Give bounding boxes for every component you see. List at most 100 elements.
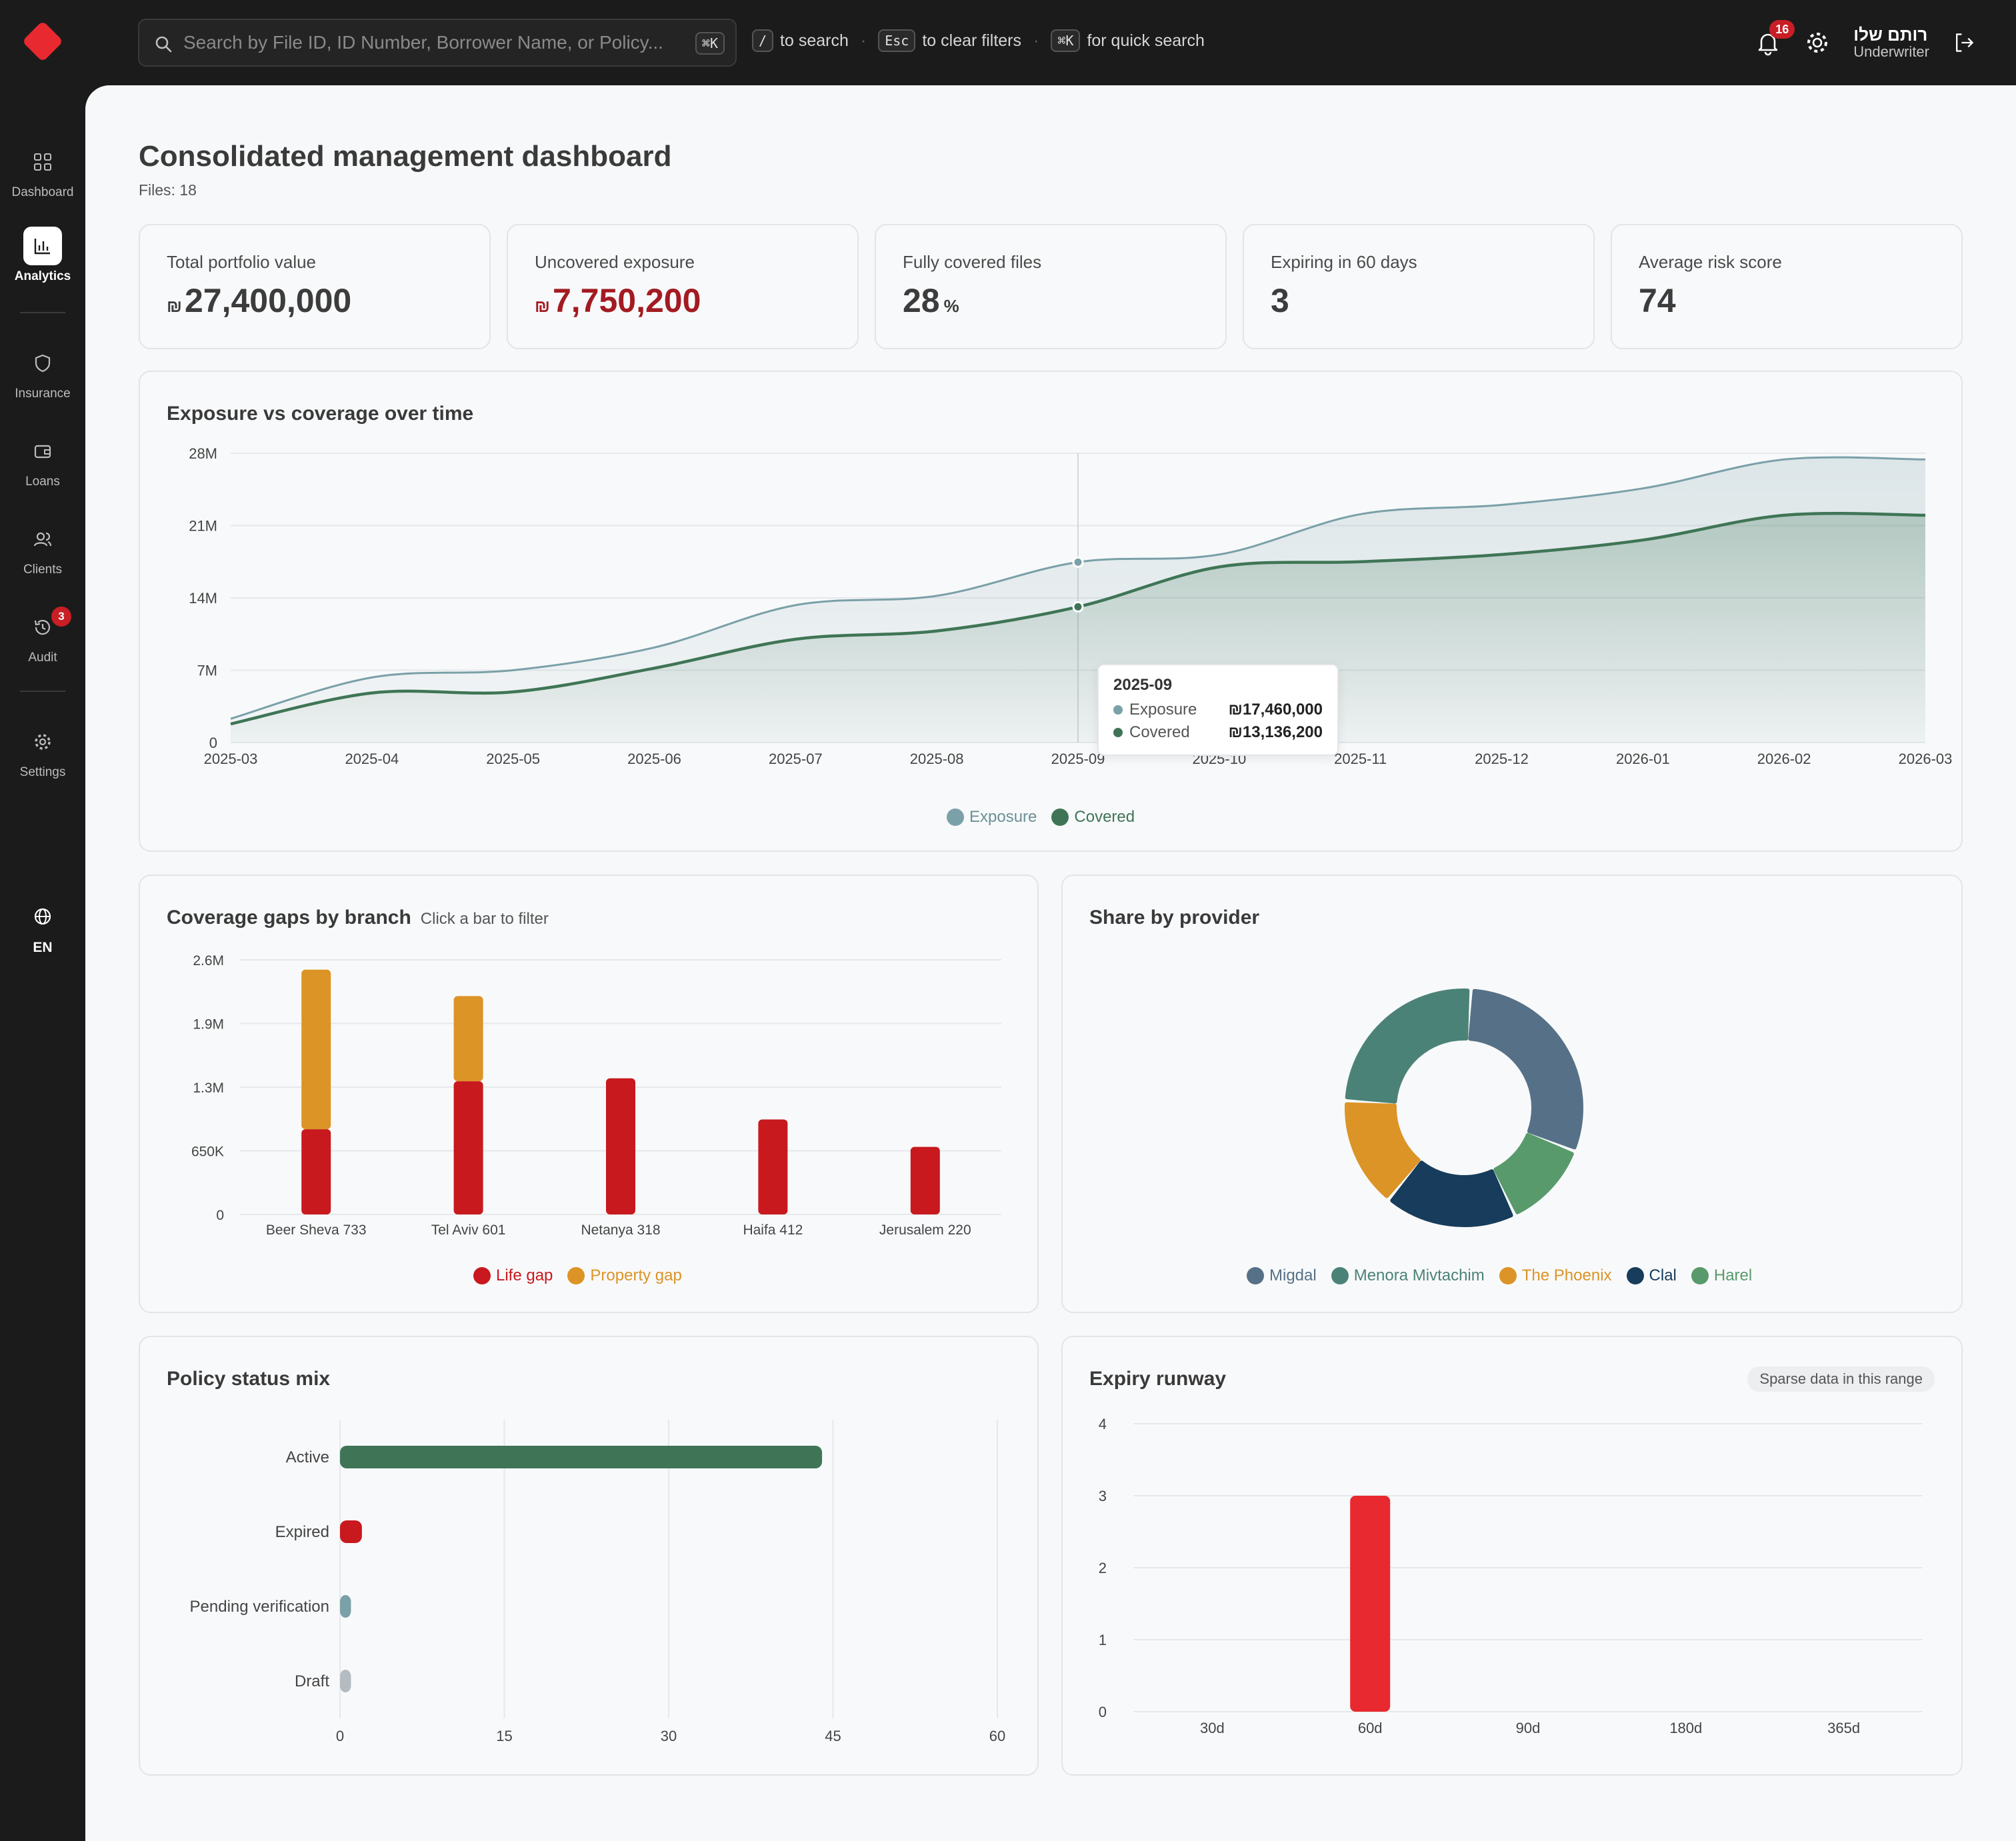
legend-item-covered[interactable]: Covered (1051, 808, 1135, 827)
kpi-card-uncovered-exposure[interactable]: Uncovered exposure ₪7,750,200 (507, 224, 859, 349)
legend-swatch (1051, 809, 1069, 826)
bar-life-gap (453, 1081, 483, 1214)
sidebar-item-insurance[interactable]: Insurance (0, 344, 85, 401)
legend-item-phoenix[interactable]: The Phoenix (1499, 1266, 1612, 1285)
notifications-button[interactable]: 16 (1755, 20, 1795, 56)
provider-share-chart[interactable] (1063, 876, 1964, 1249)
donut-slice-harel (1493, 1132, 1574, 1214)
kpi-value: 28% (903, 281, 959, 320)
search-input[interactable] (183, 28, 663, 57)
sidebar-item-settings[interactable]: Settings (0, 723, 85, 780)
user-profile[interactable]: רותם שלו Underwriter (1853, 25, 1929, 61)
data-point (1072, 556, 1084, 568)
header-actions: 16 רותם שלו Underwriter (1755, 19, 1976, 67)
x-tick-label: 15 (496, 1728, 512, 1744)
coverage-gaps-chart[interactable]: 0 650K 1.3M 1.9M 2.6M Beer Sheva 733 Tel Aviv … (140, 876, 1040, 1269)
top-bar: ⌘K / to search · Esc to clear filters · … (0, 0, 2016, 85)
legend-item-property-gap[interactable]: Property gap (567, 1266, 682, 1285)
x-tick-label: 2026-03 (1899, 751, 1953, 767)
legend-swatch (1691, 1267, 1709, 1284)
policy-status-chart[interactable]: 0 15 30 45 60 Active Expired Pending verificati… (140, 1337, 1040, 1777)
x-tick-label: 60d (1358, 1720, 1383, 1736)
bar-property-gap (301, 969, 331, 1130)
tooltip-row: Covered ₪13,136,200 (1113, 721, 1323, 744)
currency-symbol: ₪ (535, 296, 550, 316)
legend-label: The Phoenix (1521, 1266, 1612, 1284)
y-tick-label: 1.9M (193, 1017, 224, 1032)
y-tick-label: 0 (209, 735, 217, 751)
chart-note: Click a bar to filter (420, 910, 549, 928)
donut-slice-the-phoenix (1345, 1102, 1421, 1198)
sidebar-item-loans[interactable]: Loans (0, 432, 85, 489)
x-tick-label: 2025-05 (486, 751, 540, 767)
bar-draft (340, 1670, 351, 1692)
donut-slice-menora-mivtachim (1345, 988, 1470, 1104)
kpi-card-fully-covered[interactable]: Fully covered files 28% (875, 224, 1227, 349)
hint-separator: · (860, 31, 867, 50)
x-tick-label: 180d (1669, 1720, 1702, 1736)
logo-icon[interactable] (20, 19, 65, 64)
x-tick-label: 90d (1516, 1720, 1541, 1736)
legend-item-clal[interactable]: Clal (1626, 1266, 1677, 1285)
language-toggle[interactable]: EN (0, 897, 85, 956)
legend-item-menora[interactable]: Menora Mivtachim (1331, 1266, 1485, 1285)
kpi-card-expiring-60-days[interactable]: Expiring in 60 days 3 (1243, 224, 1595, 349)
settings-gear-icon[interactable] (1804, 29, 1831, 56)
legend-swatch (1499, 1267, 1517, 1284)
y-tick-label: 3 (1099, 1488, 1107, 1504)
page-title: Consolidated management dashboard (139, 140, 672, 173)
tooltip-swatch (1113, 728, 1123, 737)
kpi-unit: % (943, 296, 959, 316)
exposure-coverage-chart[interactable]: 0 7M 14M 21M 28M 2025-03 2025-04 2025-05 2025-06… (140, 372, 1964, 799)
files-count: Files: 18 (139, 181, 197, 199)
x-tick-label: 2026-02 (1757, 751, 1811, 767)
kpi-label: Expiring in 60 days (1271, 252, 1417, 272)
legend-item-harel[interactable]: Harel (1691, 1266, 1752, 1285)
hint-text: for quick search (1087, 31, 1205, 50)
legend-item-exposure[interactable]: Exposure (947, 808, 1037, 827)
legend-item-life-gap[interactable]: Life gap (473, 1266, 553, 1285)
audit-count-badge: 3 (51, 607, 71, 627)
kpi-label: Total portfolio value (167, 252, 317, 272)
tooltip-series-name: Covered (1129, 723, 1190, 741)
legend-item-migdal[interactable]: Migdal (1247, 1266, 1317, 1285)
chart-legend: Exposure Covered (947, 808, 1135, 827)
share-by-provider-card: Share by provider Migdal Menora Mivtachi… (1061, 875, 1963, 1313)
sidebar-item-clients[interactable]: Clients (0, 520, 85, 577)
chart-legend: Life gap Property gap (473, 1266, 682, 1285)
sidebar-item-label: Clients (23, 563, 63, 577)
donut-slice-clal (1390, 1160, 1513, 1227)
chart-title: Coverage gaps by branch Click a bar to fi… (167, 907, 549, 929)
y-tick-label: 0 (216, 1208, 224, 1223)
kpi-value: ₪7,750,200 (535, 281, 701, 320)
sidebar-item-analytics[interactable]: Analytics (0, 227, 85, 284)
shield-icon (35, 354, 51, 373)
bar-property-gap (453, 996, 483, 1082)
tooltip-value: ₪17,460,000 (1228, 701, 1323, 719)
y-tick-label: 7M (197, 663, 217, 679)
logout-icon[interactable] (1952, 31, 1976, 55)
bar-life-gap (606, 1078, 635, 1214)
hint-key: ⌘K (1051, 29, 1081, 52)
user-name: רותם שלו (1853, 24, 1928, 45)
kpi-card-total-portfolio[interactable]: Total portfolio value ₪27,400,000 (139, 224, 491, 349)
hint-key: Esc (878, 29, 916, 52)
legend-label: Covered (1074, 808, 1135, 826)
users-icon (33, 532, 52, 547)
search-box[interactable]: ⌘K (138, 19, 737, 67)
sidebar-item-label: Audit (28, 651, 57, 665)
bar-expired (340, 1520, 362, 1543)
expiry-runway-chart[interactable]: 0 1 2 3 4 30d 60d 90d 180d 365d (1063, 1337, 1964, 1777)
kpi-label: Fully covered files (903, 252, 1042, 272)
legend-label: Property gap (590, 1266, 682, 1284)
tooltip-row: Exposure ₪17,460,000 (1113, 699, 1323, 721)
sidebar-item-audit[interactable]: 3 Audit (0, 607, 85, 665)
globe-icon (34, 908, 51, 925)
x-tick-label: Jerusalem 220 (879, 1222, 971, 1238)
legend-swatch (1247, 1267, 1264, 1284)
bar-active (340, 1446, 823, 1468)
kpi-card-average-risk[interactable]: Average risk score 74 (1611, 224, 1963, 349)
sidebar-item-dashboard[interactable]: Dashboard (0, 143, 85, 200)
chart-title: Exposure vs coverage over time (167, 403, 474, 425)
y-tick-label: 1 (1099, 1632, 1107, 1648)
